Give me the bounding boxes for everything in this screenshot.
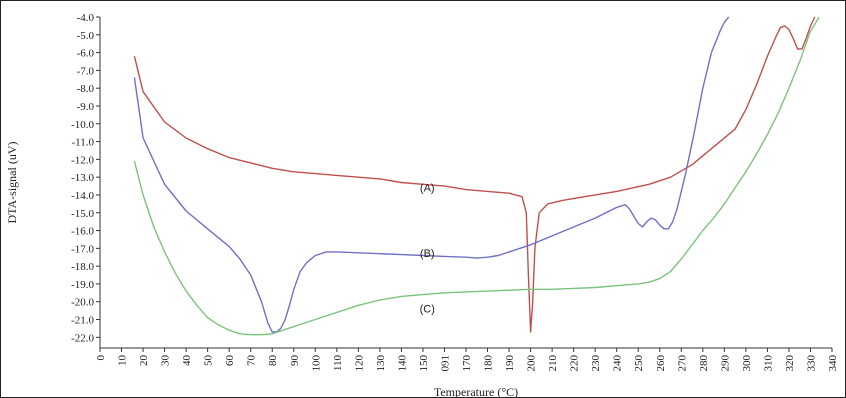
x-tick-label: 260 bbox=[655, 355, 667, 372]
x-tick-label: 140 bbox=[396, 355, 408, 372]
x-tick-label: 230 bbox=[590, 355, 602, 372]
curve-labels: (A) (B) (C) bbox=[420, 182, 435, 315]
x-tick-label: 50 bbox=[203, 355, 215, 367]
y-tick-label: -8.0 bbox=[77, 83, 95, 95]
y-tick-label: -7.0 bbox=[77, 65, 95, 77]
curve-label-b: (B) bbox=[420, 248, 435, 260]
series-line-c bbox=[133, 16, 820, 336]
x-tick-label: 210 bbox=[547, 355, 559, 372]
x-tick-label: 310 bbox=[762, 355, 774, 372]
x-tick-label: 091 bbox=[439, 355, 451, 372]
x-tick-label: 60 bbox=[224, 355, 236, 367]
x-tick-label: 190 bbox=[504, 355, 516, 372]
x-axis: 0 10 20 30 40 50 60 70 80 90 100 110 120 130 140 150 091… bbox=[95, 348, 839, 372]
series-line-a bbox=[133, 16, 816, 333]
x-tick-label: 110 bbox=[332, 355, 344, 372]
y-tick-label: -12.0 bbox=[71, 154, 94, 166]
curve-label-a: (A) bbox=[420, 182, 435, 194]
y-tick-label: -15.0 bbox=[71, 208, 94, 220]
x-tick-label: 80 bbox=[267, 355, 279, 367]
x-tick-label: 280 bbox=[698, 355, 710, 372]
y-axis-title: DTA-signal (uV) bbox=[5, 141, 19, 223]
x-tick-label: 250 bbox=[633, 355, 645, 372]
x-tick-label: 10 bbox=[117, 355, 129, 367]
x-axis-title: Temperature (°C) bbox=[434, 385, 518, 398]
x-tick-label: 340 bbox=[827, 355, 839, 372]
x-tick-label: 70 bbox=[246, 355, 258, 367]
y-tick-label: -11.0 bbox=[71, 137, 94, 149]
x-tick-label: 290 bbox=[719, 355, 731, 372]
x-tick-label: 330 bbox=[805, 355, 817, 372]
series-layer bbox=[133, 16, 820, 336]
y-tick-label: -20.0 bbox=[71, 297, 94, 309]
y-axis: -4.0 -5.0 -6.0 -7.0 -8.0 -9.0 -10.0 -11.0 -12.0 -… bbox=[71, 12, 100, 344]
y-tick-label: -17.0 bbox=[71, 243, 94, 255]
y-tick-label: -18.0 bbox=[71, 261, 94, 273]
x-tick-label: 130 bbox=[375, 355, 387, 372]
y-tick-label: -16.0 bbox=[71, 226, 94, 238]
x-tick-label: 300 bbox=[741, 355, 753, 372]
y-tick-label: -4.0 bbox=[77, 12, 95, 24]
x-tick-label: 320 bbox=[784, 355, 796, 372]
y-tick-label: -9.0 bbox=[77, 101, 95, 113]
x-tick-label: 200 bbox=[526, 355, 538, 372]
y-tick-label: -21.0 bbox=[71, 315, 94, 327]
x-tick-label: 90 bbox=[289, 355, 301, 367]
x-tick-label: 20 bbox=[138, 355, 150, 367]
x-tick-label: 220 bbox=[569, 355, 581, 372]
x-tick-label: 40 bbox=[181, 355, 193, 367]
y-tick-label: -22.0 bbox=[71, 332, 94, 344]
x-tick-label: 170 bbox=[461, 355, 473, 372]
x-tick-label: 180 bbox=[483, 355, 495, 372]
x-tick-label: 120 bbox=[353, 355, 365, 372]
x-tick-label: 0 bbox=[95, 355, 107, 361]
x-tick-label: 100 bbox=[310, 355, 322, 372]
y-tick-label: -13.0 bbox=[71, 172, 94, 184]
y-tick-label: -19.0 bbox=[71, 279, 94, 291]
x-tick-label: 270 bbox=[676, 355, 688, 372]
x-tick-label: 30 bbox=[160, 355, 172, 367]
x-tick-label: 150 bbox=[418, 355, 430, 372]
series-line-b bbox=[133, 16, 730, 333]
y-tick-label: -10.0 bbox=[71, 119, 94, 131]
x-tick-label: 240 bbox=[612, 355, 624, 372]
curve-label-c: (C) bbox=[420, 303, 435, 315]
y-tick-label: -14.0 bbox=[71, 190, 94, 202]
y-tick-label: -6.0 bbox=[77, 48, 95, 60]
y-tick-label: -5.0 bbox=[77, 30, 95, 42]
